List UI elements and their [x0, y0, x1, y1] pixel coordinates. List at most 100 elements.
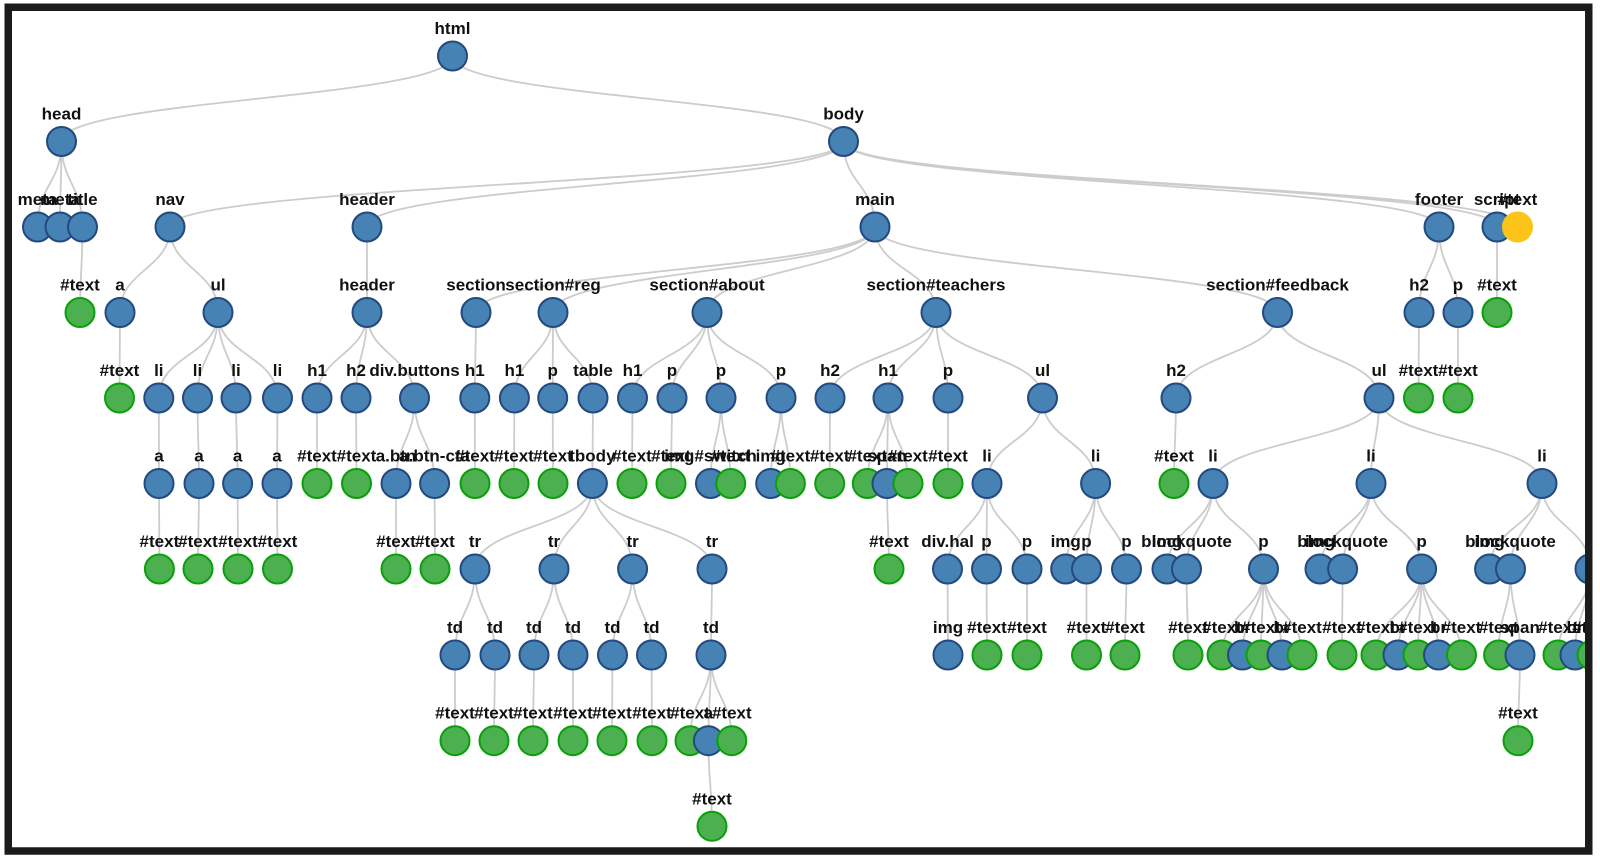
- svg-text:blockquote: blockquote: [1141, 532, 1232, 551]
- svg-text:img#switch: img#switch: [664, 447, 757, 466]
- svg-text:p: p: [1121, 532, 1131, 551]
- svg-text:p: p: [776, 361, 786, 380]
- svg-text:ul: ul: [210, 276, 225, 295]
- svg-text:#text: #text: [533, 447, 573, 466]
- svg-text:a.btn-cta: a.btn-cta: [399, 447, 470, 466]
- svg-text:#text: #text: [494, 447, 534, 466]
- svg-text:#text: #text: [771, 447, 811, 466]
- svg-text:span: span: [1500, 618, 1540, 637]
- svg-text:header: header: [339, 190, 395, 209]
- svg-text:#text: #text: [1168, 618, 1208, 637]
- svg-text:td: td: [604, 618, 620, 637]
- svg-text:td: td: [703, 618, 719, 637]
- svg-text:meta: meta: [40, 190, 80, 209]
- svg-text:p: p: [981, 532, 991, 551]
- svg-text:#text: #text: [967, 618, 1007, 637]
- svg-text:#text: #text: [1007, 618, 1047, 637]
- svg-text:h2: h2: [346, 361, 366, 380]
- svg-text:#text: #text: [1479, 618, 1519, 637]
- svg-text:#text: #text: [1154, 447, 1194, 466]
- svg-text:a: a: [272, 447, 282, 466]
- svg-text:tr: tr: [706, 532, 719, 551]
- svg-text:section: section: [446, 276, 506, 295]
- svg-text:br: br: [1390, 618, 1407, 637]
- svg-text:#text: #text: [592, 704, 632, 723]
- svg-text:br: br: [1430, 618, 1447, 637]
- svg-text:html: html: [435, 19, 471, 38]
- svg-text:li: li: [1208, 447, 1217, 466]
- svg-text:#text: #text: [1356, 618, 1396, 637]
- svg-text:section#about: section#about: [649, 276, 765, 295]
- svg-text:#text: #text: [140, 532, 180, 551]
- svg-text:td: td: [447, 618, 463, 637]
- svg-text:p: p: [1081, 532, 1091, 551]
- svg-text:#text: #text: [651, 447, 691, 466]
- svg-text:#text: #text: [1498, 704, 1538, 723]
- svg-text:p: p: [667, 361, 677, 380]
- svg-text:br: br: [1567, 618, 1584, 637]
- svg-text:ul: ul: [1371, 361, 1386, 380]
- svg-text:section#reg: section#reg: [505, 276, 600, 295]
- svg-text:a: a: [115, 276, 125, 295]
- svg-text:img: img: [1152, 532, 1182, 551]
- svg-text:#text: #text: [692, 789, 732, 808]
- svg-text:blockquote: blockquote: [1465, 532, 1556, 551]
- svg-text:#text: #text: [553, 704, 593, 723]
- svg-text:title: title: [67, 190, 97, 209]
- svg-text:#text: #text: [847, 447, 887, 466]
- svg-text:h1: h1: [623, 361, 643, 380]
- svg-text:#text: #text: [1477, 276, 1517, 295]
- svg-text:h1: h1: [878, 361, 898, 380]
- svg-text:li: li: [1091, 447, 1100, 466]
- svg-text:#text: #text: [810, 447, 850, 466]
- svg-text:span: span: [867, 447, 907, 466]
- svg-text:p: p: [1022, 532, 1032, 551]
- svg-text:a: a: [233, 447, 243, 466]
- svg-text:a.btn: a.btn: [376, 447, 417, 466]
- svg-text:section#feedback: section#feedback: [1206, 276, 1349, 295]
- svg-text:h1: h1: [307, 361, 327, 380]
- svg-text:#text: #text: [1399, 361, 1439, 380]
- svg-text:p: p: [943, 361, 953, 380]
- svg-text:br: br: [1274, 618, 1291, 637]
- svg-text:#text: #text: [455, 447, 495, 466]
- svg-text:h2: h2: [820, 361, 840, 380]
- svg-text:#text: #text: [474, 704, 514, 723]
- svg-text:li: li: [1366, 447, 1375, 466]
- svg-text:#text: #text: [1498, 190, 1538, 209]
- svg-text:head: head: [42, 105, 82, 124]
- svg-text:#text: #text: [1398, 618, 1438, 637]
- svg-text:#text: #text: [869, 532, 909, 551]
- svg-text:body: body: [823, 105, 864, 124]
- svg-text:main: main: [855, 190, 895, 209]
- svg-text:table: table: [573, 361, 613, 380]
- svg-text:h2: h2: [1166, 361, 1186, 380]
- svg-text:li: li: [193, 361, 202, 380]
- svg-text:#text: #text: [1282, 618, 1322, 637]
- svg-text:li: li: [982, 447, 991, 466]
- svg-text:img: img: [1474, 532, 1504, 551]
- svg-text:p: p: [1453, 276, 1463, 295]
- svg-text:h2: h2: [1409, 276, 1429, 295]
- svg-text:h1: h1: [504, 361, 524, 380]
- svg-text:#text: #text: [632, 704, 672, 723]
- svg-text:#text: #text: [415, 532, 455, 551]
- svg-text:p: p: [716, 361, 726, 380]
- svg-text:footer: footer: [1415, 190, 1464, 209]
- svg-text:meta: meta: [18, 190, 58, 209]
- svg-text:img: img: [933, 618, 963, 637]
- svg-text:li: li: [231, 361, 240, 380]
- svg-text:#text: #text: [670, 704, 710, 723]
- svg-text:#text: #text: [1067, 618, 1107, 637]
- svg-text:#text: #text: [1241, 618, 1281, 637]
- svg-text:div.hal: div.hal: [921, 532, 974, 551]
- svg-text:div.buttons: div.buttons: [369, 361, 459, 380]
- svg-text:#text: #text: [435, 704, 475, 723]
- svg-text:li: li: [1537, 447, 1546, 466]
- svg-text:#text: #text: [928, 447, 968, 466]
- svg-text:#text: #text: [1572, 618, 1600, 637]
- svg-text:#text: #text: [888, 447, 928, 466]
- svg-text:#text: #text: [100, 361, 140, 380]
- svg-text:#text: #text: [1442, 618, 1482, 637]
- svg-text:td: td: [526, 618, 542, 637]
